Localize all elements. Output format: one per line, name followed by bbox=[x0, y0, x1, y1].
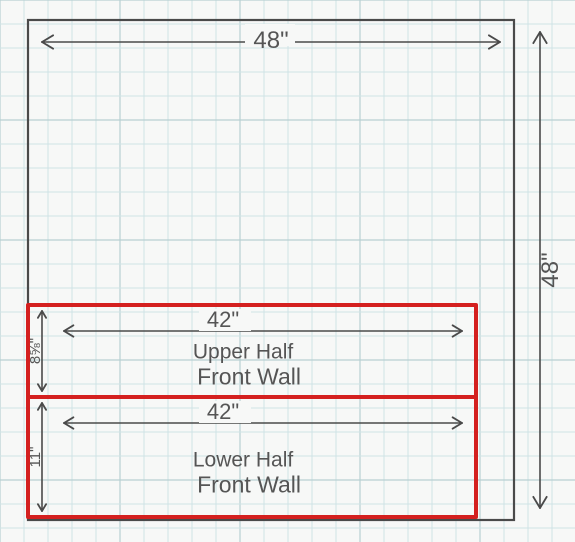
lower-wall-name-line2: Front Wall bbox=[197, 472, 301, 498]
outer-height-dimension: 48" bbox=[533, 32, 564, 508]
outer-box bbox=[28, 20, 514, 520]
upper-wall-height-label: 8⅝" bbox=[27, 338, 44, 364]
sketch-diagram: 48" 48" 48" 42" 8⅝" Upper Half Front Wal… bbox=[0, 0, 575, 542]
lower-wall-width-label: 42" bbox=[207, 399, 239, 424]
upper-wall-name-line1: Upper Half bbox=[193, 340, 294, 363]
lower-wall-height-label: 11" bbox=[27, 447, 44, 468]
lower-wall-box: 42" 11" Lower Half Front Wall bbox=[27, 397, 476, 517]
svg-text:48": 48" bbox=[253, 27, 288, 54]
upper-wall-name-line2: Front Wall bbox=[197, 363, 301, 389]
outer-width-dimension: 48" 48" bbox=[42, 24, 500, 54]
upper-wall-width-label: 42" bbox=[207, 307, 239, 332]
outer-height-label: 48" bbox=[537, 252, 564, 287]
lower-wall-name-line1: Lower Half bbox=[193, 449, 294, 472]
upper-wall-box: 42" 8⅝" Upper Half Front Wall bbox=[27, 305, 476, 397]
